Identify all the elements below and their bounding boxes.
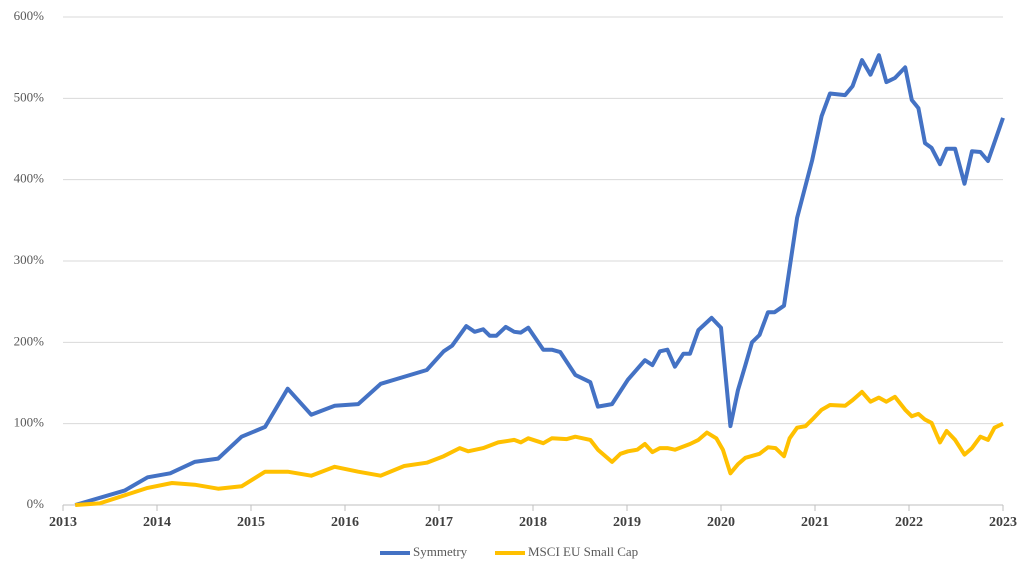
x-tick-label: 2022 <box>895 515 923 530</box>
x-tick-label: 2014 <box>143 515 171 530</box>
y-tick-label: 0% <box>27 496 45 511</box>
y-tick-label: 200% <box>14 333 45 348</box>
y-tick-label: 400% <box>14 171 45 186</box>
y-tick-label: 600% <box>14 8 45 23</box>
x-tick-label: 2017 <box>425 515 453 530</box>
series-line <box>75 389 1004 507</box>
y-tick-label: 300% <box>14 252 45 267</box>
legend-label: Symmetry <box>413 544 468 559</box>
x-tick-label: 2021 <box>801 515 829 530</box>
series-line <box>74 53 1005 507</box>
x-tick-label: 2015 <box>237 515 265 530</box>
x-tick-label: 2018 <box>519 515 547 530</box>
x-tick-label: 2020 <box>707 515 735 530</box>
x-tick-label: 2019 <box>613 515 641 530</box>
x-tick-label: 2023 <box>989 515 1017 530</box>
y-tick-label: 100% <box>14 415 45 430</box>
legend-label: MSCI EU Small Cap <box>528 544 638 559</box>
x-tick-label: 2016 <box>331 515 359 530</box>
x-tick-label: 2013 <box>49 515 77 530</box>
y-tick-label: 500% <box>14 89 45 104</box>
